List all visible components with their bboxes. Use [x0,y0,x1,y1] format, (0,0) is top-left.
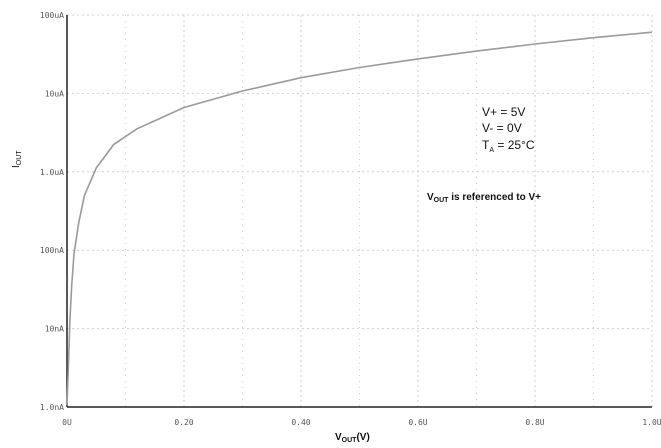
x-tick-label: 0.20 [174,418,193,427]
chart-grid [66,14,653,408]
ta-value: = 25°C [494,138,535,152]
reference-text: is referenced to V+ [448,192,541,203]
reference-subscript: OUT [434,197,450,204]
x-axis-subscript: OUT [342,437,358,444]
x-tick-label: 0U [62,418,72,427]
y-tick-labels: 1.0nA 10nA 100nA 1.0uA 10uA 100uA [40,11,64,412]
x-tick-label: 0.6U [408,418,427,427]
y-axis-subscript: OUT [16,150,23,166]
condition-vplus: V+ = 5V [482,105,525,119]
reference-note: VOUT is referenced to V+ [427,192,541,204]
series-line [66,31,653,406]
x-axis-unit: (V) [356,432,369,443]
y-axis-title: IOUT [11,150,23,168]
y-tick-label: 10uA [45,89,64,98]
ta-subscript: A [489,147,494,154]
x-axis-title: VOUT(V) [335,432,370,444]
reference-symbol: V [427,192,434,203]
x-tick-label: 0.40 [291,418,310,427]
y-axis-symbol: I [11,165,22,168]
x-tick-labels: 0U 0.20 0.40 0.6U 0.8U 1.0U [62,418,661,427]
y-tick-label: 1.0uA [40,168,64,177]
condition-temperature: TA = 25°C [482,138,535,154]
chart-axes [66,15,652,408]
ta-symbol: T [482,138,490,152]
y-tick-label: 100uA [40,11,64,20]
chart-series [66,31,653,406]
y-tick-label: 100nA [40,246,64,255]
y-tick-label: 1.0nA [40,403,64,412]
y-tick-label: 10nA [45,325,64,334]
x-axis-symbol: V [335,432,342,443]
x-tick-label: 1.0U [642,418,661,427]
x-tick-label: 0.8U [525,418,544,427]
condition-vminus: V- = 0V [482,121,522,135]
